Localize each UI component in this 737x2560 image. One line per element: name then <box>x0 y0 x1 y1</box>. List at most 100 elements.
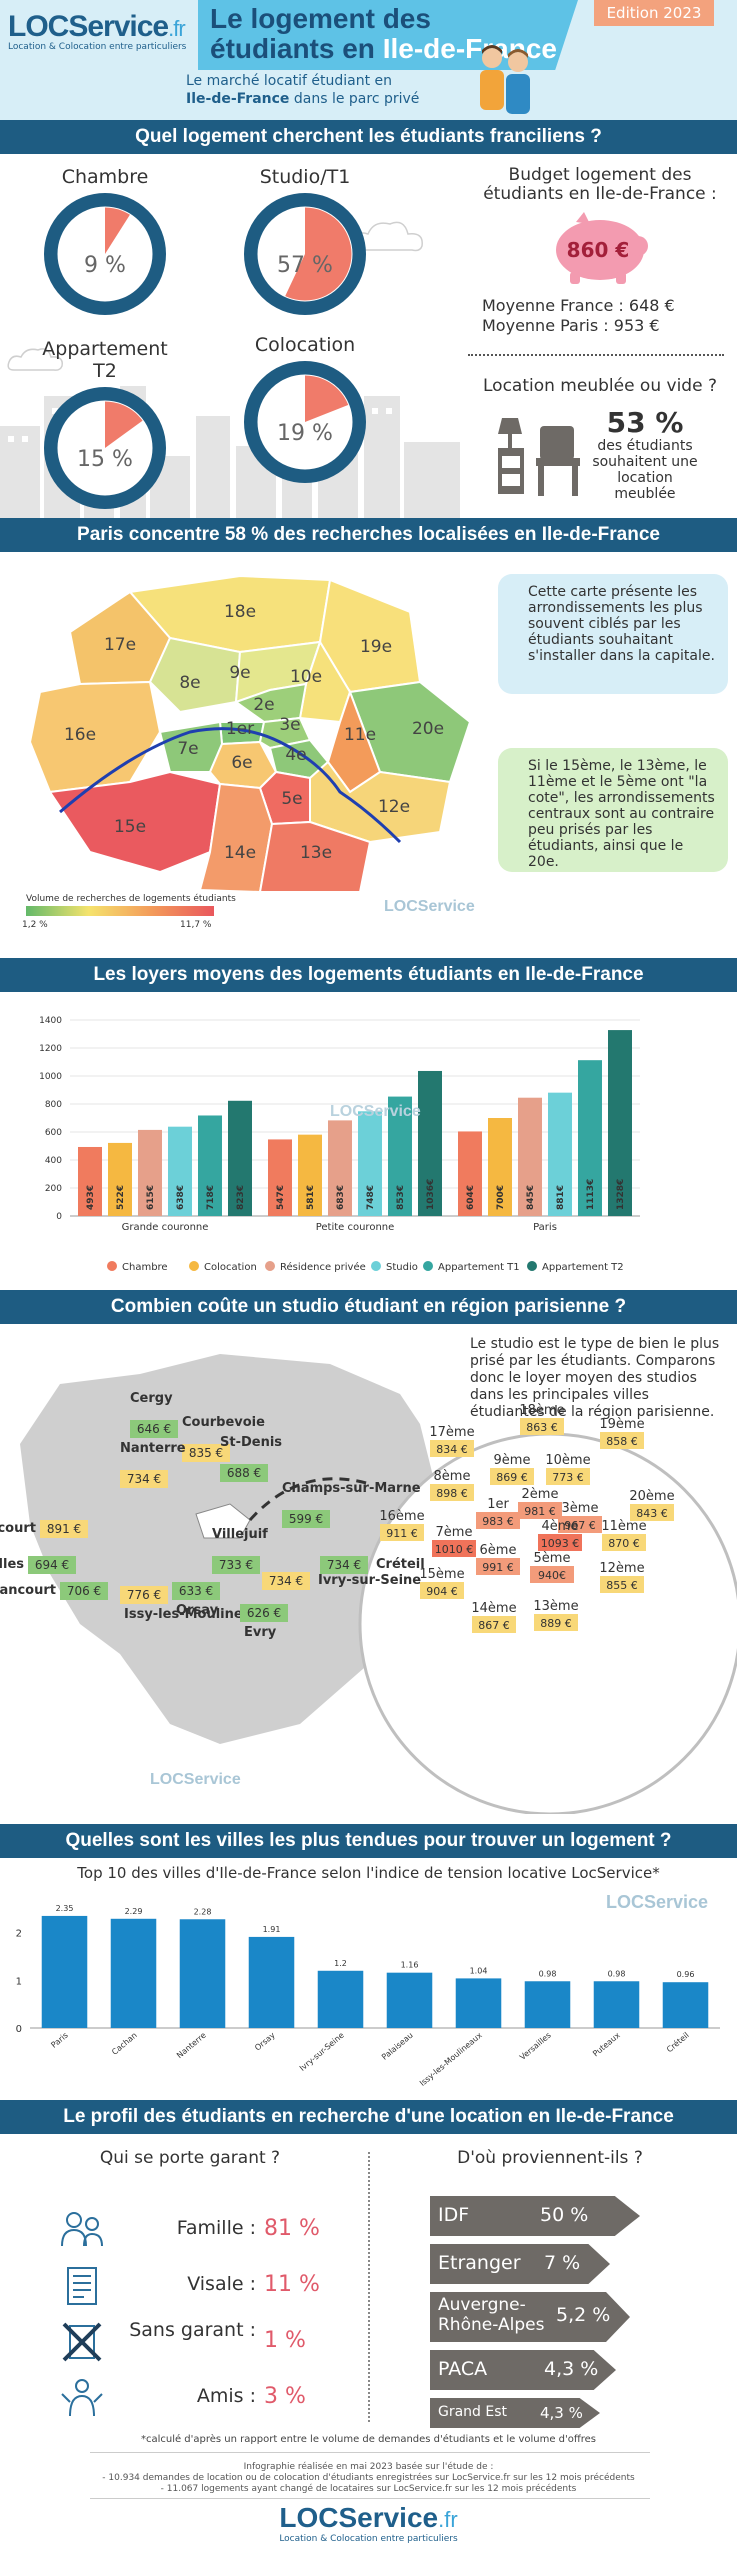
x-category-label: Créteil <box>664 2030 690 2054</box>
logo-tagline: Location & Colocation entre particuliers <box>8 42 187 52</box>
bar <box>78 1146 102 1216</box>
garant-value: 11 % <box>264 2272 320 2297</box>
city-name: Orsay <box>176 1603 219 1618</box>
garant-label: Sans garant : <box>129 2319 256 2341</box>
map-legend-gradient <box>26 906 214 916</box>
donut-inner-edge <box>257 374 353 470</box>
arr-name: 19ème <box>599 1417 644 1432</box>
city-name: Boulogne-Billancourt <box>0 1521 36 1536</box>
arr-price: 863 € <box>526 1421 558 1434</box>
footer-logo[interactable]: LOCService.fr Location & Colocation entr… <box>0 2502 737 2544</box>
label-4e: 4e <box>285 745 306 765</box>
section3-bar: Les loyers moyens des logements étudiant… <box>0 958 737 992</box>
donut-inner-edge <box>57 400 153 496</box>
arr-price-tag <box>600 1432 644 1449</box>
x-category-label: Issy-les-Moulineaux <box>418 2030 484 2087</box>
arr-price-tag <box>430 1484 474 1501</box>
section4-bar: Combien coûte un studio étudiant en régi… <box>0 1290 737 1324</box>
arr-name: 1er <box>487 1497 509 1512</box>
bar-label: 1.2 <box>334 1959 347 1968</box>
legend-label: Chambre <box>122 1262 168 1273</box>
bar <box>108 1142 132 1216</box>
city-price-tag <box>120 1586 168 1604</box>
bar-label: 823€ <box>236 1185 246 1210</box>
idf-studio-map: Cergy 646 € Courbevoie 835 €Nanterre 734 € St… <box>0 1354 737 1814</box>
piggy-bank-icon: 860 € <box>556 212 648 284</box>
legend-dot <box>265 1261 275 1271</box>
donut-chart: 19 % <box>244 361 366 483</box>
arr-price-tag <box>520 1418 564 1435</box>
donut-label: Appartement T2 <box>42 338 168 382</box>
bar-label: 547€ <box>276 1185 286 1210</box>
bar <box>593 1981 640 2028</box>
donut-colocation: Colocation 19 % <box>230 334 380 484</box>
page-title: Le logement des étudiants en Ile-de-Fran… <box>210 3 557 64</box>
arr-name: 20ème <box>629 1489 674 1504</box>
bar <box>524 1981 571 2028</box>
city-name: Champs-sur-Marne <box>282 1481 421 1496</box>
header-logo[interactable]: LOCService.fr Location & Colocation entr… <box>8 10 186 52</box>
arr-price-tag <box>490 1468 534 1485</box>
city-price: 835 € <box>189 1446 223 1460</box>
bar <box>418 1070 442 1216</box>
paris-arrondissements-map: 18e 17e 19e 8e 9e 10e 20e 11e 16e 2e 1er… <box>28 574 472 894</box>
origin-label: Etranger <box>438 2252 521 2274</box>
donut-label: Chambre <box>61 166 149 188</box>
arr-name: 2ème <box>522 1487 559 1502</box>
bar-label: 1036€ <box>426 1179 436 1210</box>
city-price: 706 € <box>67 1584 101 1598</box>
donut-slice <box>305 375 349 422</box>
bar-label: 581€ <box>306 1185 316 1210</box>
document-icon <box>67 2267 97 2305</box>
legend-label: Appartement T1 <box>438 1262 520 1273</box>
arr-name: 17ème <box>429 1425 474 1440</box>
arr-name: 11ème <box>601 1519 646 1534</box>
section-tension: Top 10 des villes d'Ile-de-France selon … <box>0 1858 737 2098</box>
city-price-tag <box>220 1464 268 1482</box>
arr-price: 898 € <box>436 1487 468 1500</box>
arr-price: 855 € <box>606 1579 638 1592</box>
arr-name: 6ème <box>480 1543 517 1558</box>
label-20e: 20e <box>412 719 444 739</box>
city-name: Créteil <box>376 1557 425 1572</box>
city-price-tag <box>282 1510 330 1528</box>
label-7e: 7e <box>177 739 198 759</box>
header: LOCService.fr Location & Colocation entr… <box>0 0 737 120</box>
bar <box>228 1100 252 1216</box>
section-profile: Qui se porte garant ? D'où proviennent-i… <box>0 2138 737 2438</box>
donut-chambre: Chambre 9 % <box>30 166 180 316</box>
bar-label: 1328€ <box>616 1179 626 1210</box>
legend-dot <box>371 1261 381 1271</box>
label-16e: 16e <box>64 725 96 745</box>
arr-price: 981 € <box>524 1505 556 1518</box>
bar-label: 638€ <box>176 1185 186 1210</box>
meuble-title: Location meublée ou vide ? <box>483 376 717 396</box>
y-tick-label: 400 <box>45 1156 62 1166</box>
meuble-text: des étudiants souhaitent une location me… <box>592 438 698 502</box>
city-price-tag <box>240 1604 288 1622</box>
donut-value: 57 % <box>277 253 333 278</box>
tension-bar-chart: 0 1 2 2.35 Paris 2.29 Cachan 2.28 Nanterre 1.91 O… <box>16 1892 720 2088</box>
x-category-label: Petite couronne <box>316 1222 395 1233</box>
bar <box>328 1120 352 1216</box>
arr-name: 10ème <box>545 1453 590 1468</box>
arr-price: 911 € <box>386 1527 418 1540</box>
arr-price-tag <box>534 1614 578 1631</box>
arr-name: 14ème <box>471 1601 516 1616</box>
tension-subtitle: Top 10 des villes d'Ile-de-France selon … <box>77 1864 660 1882</box>
x-category-label: Paris <box>49 2031 69 2050</box>
arr-name: 15ème <box>419 1567 464 1582</box>
arr-price: 940€ <box>538 1569 566 1582</box>
donut-t2: Appartement T2 15 % <box>30 338 180 510</box>
idf-region-shape <box>20 1354 440 1744</box>
bar-label: 615€ <box>146 1185 156 1210</box>
bar-label: 2.29 <box>125 1907 143 1916</box>
donut-value: 19 % <box>277 421 333 446</box>
avg-france: Moyenne France : 648 € <box>482 296 675 315</box>
y-tick-label: 1400 <box>39 1016 62 1026</box>
arr-price-tag <box>430 1440 474 1457</box>
bar <box>455 1978 502 2028</box>
bar <box>388 1096 412 1216</box>
garant-row-visale: Visale : 11 % <box>60 2264 340 2308</box>
arr-price: 991 € <box>482 1561 514 1574</box>
